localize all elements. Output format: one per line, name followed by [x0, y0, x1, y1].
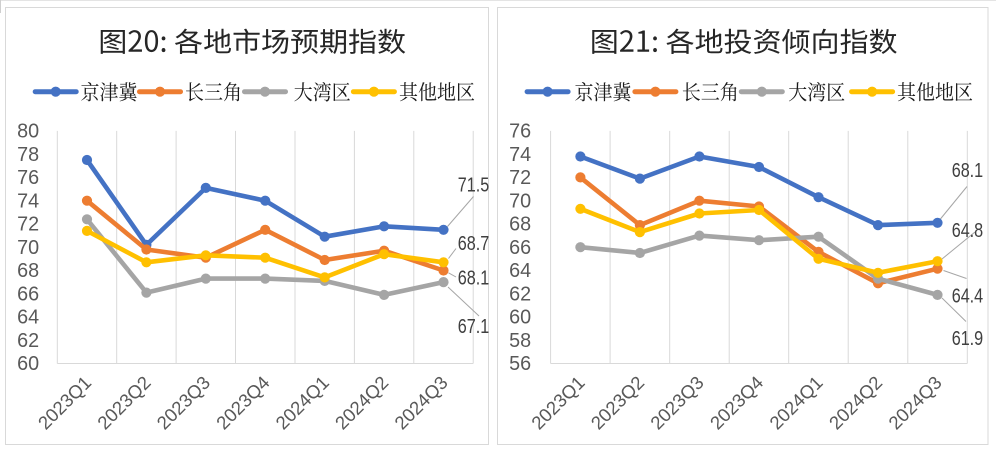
svg-text:2023Q2: 2023Q2	[93, 372, 155, 434]
svg-text:72: 72	[509, 167, 531, 189]
svg-text:68.1: 68.1	[952, 160, 984, 182]
svg-text:78: 78	[17, 144, 39, 166]
svg-text:56: 56	[509, 353, 531, 375]
svg-text:76: 76	[17, 167, 39, 189]
svg-text:2024Q3: 2024Q3	[390, 372, 452, 434]
svg-text:64.8: 64.8	[952, 220, 984, 242]
svg-text:2023Q4: 2023Q4	[706, 372, 768, 434]
svg-text:80: 80	[17, 121, 39, 143]
svg-text:68.1: 68.1	[458, 268, 490, 290]
svg-text:58: 58	[509, 330, 531, 352]
svg-text:68.7: 68.7	[458, 233, 490, 255]
svg-text:71.5: 71.5	[458, 174, 490, 196]
svg-text:64: 64	[17, 307, 39, 329]
svg-text:2023Q1: 2023Q1	[527, 372, 589, 434]
svg-text:2023Q3: 2023Q3	[152, 372, 214, 434]
svg-text:74: 74	[509, 144, 531, 166]
svg-text:62: 62	[17, 330, 39, 352]
svg-text:60: 60	[17, 353, 39, 375]
svg-text:61.9: 61.9	[952, 328, 984, 350]
svg-text:67.1: 67.1	[458, 316, 490, 338]
svg-text:68: 68	[509, 214, 531, 236]
svg-text:2024Q3: 2024Q3	[884, 372, 946, 434]
svg-text:2024Q2: 2024Q2	[825, 372, 887, 434]
svg-text:2023Q1: 2023Q1	[34, 372, 96, 434]
svg-text:2023Q3: 2023Q3	[646, 372, 708, 434]
svg-text:2024Q1: 2024Q1	[271, 372, 333, 434]
svg-text:62: 62	[509, 283, 531, 305]
svg-text:72: 72	[17, 214, 39, 236]
svg-text:64.4: 64.4	[952, 285, 984, 307]
svg-text:2024Q2: 2024Q2	[331, 372, 393, 434]
svg-text:66: 66	[509, 237, 531, 259]
svg-text:64: 64	[509, 260, 531, 282]
svg-text:70: 70	[17, 237, 39, 259]
svg-text:68: 68	[17, 260, 39, 282]
svg-text:74: 74	[17, 190, 39, 212]
svg-text:2024Q1: 2024Q1	[765, 372, 827, 434]
svg-text:2023Q2: 2023Q2	[587, 372, 649, 434]
svg-text:70: 70	[509, 190, 531, 212]
svg-text:76: 76	[509, 121, 531, 143]
svg-text:66: 66	[17, 283, 39, 305]
svg-text:60: 60	[509, 307, 531, 329]
svg-text:2023Q4: 2023Q4	[212, 372, 274, 434]
